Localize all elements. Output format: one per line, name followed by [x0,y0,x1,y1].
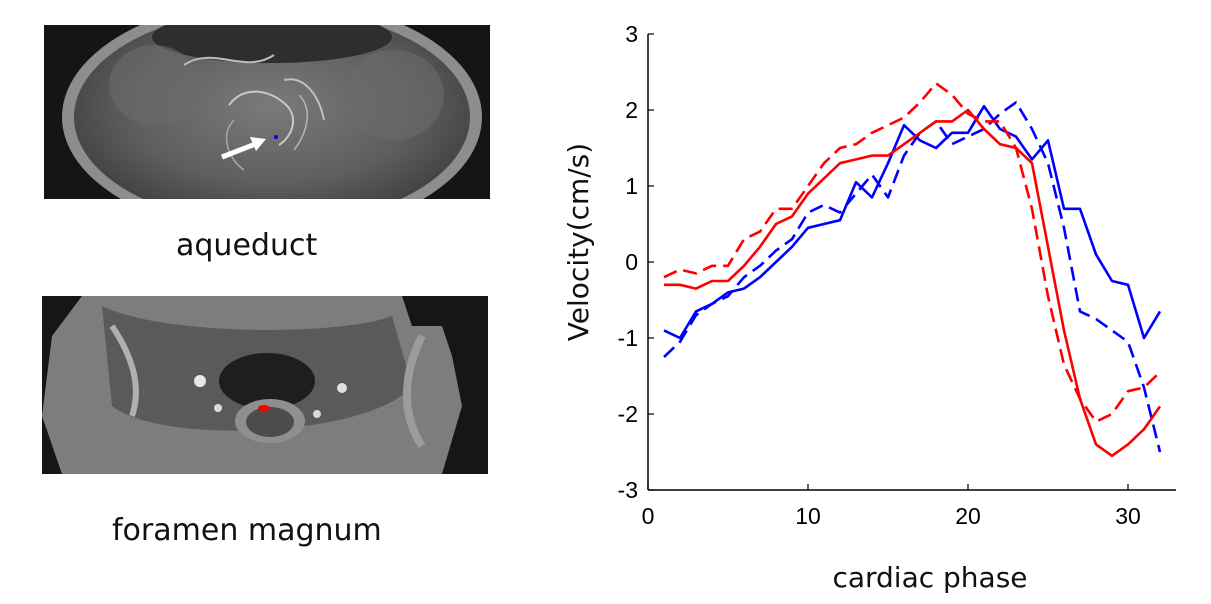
x-tick-label: 10 [795,503,821,529]
series-line-3 [664,108,1162,458]
aqueduct-mri-image [44,25,490,199]
foramen-roi-marker [258,405,270,411]
y-tick-label: 3 [625,21,638,47]
series-line-4 [663,82,1161,423]
foramen-magnum-mri-image [42,296,488,474]
y-tick-label: -1 [618,325,638,351]
series-line-1 [663,104,1162,340]
arrow-icon [221,140,259,160]
foramen-magnum-caption: foramen magnum [112,513,382,548]
y-tick-label: 0 [625,249,638,275]
aqueduct-caption: aqueduct [176,228,318,263]
series-group [663,82,1162,458]
y-tick-label: 1 [625,173,638,199]
x-tick-label: 20 [955,503,981,529]
x-tick-label: 0 [642,503,655,529]
y-tick-label: -3 [618,477,638,503]
aqueduct-roi-marker [274,135,278,139]
x-tick-label: 30 [1115,503,1141,529]
y-tick-label: 2 [625,97,638,123]
y-axis-label: Velocity(cm/s) [562,143,595,341]
x-axis-label: cardiac phase [832,561,1027,594]
series-line-2 [663,101,1162,453]
y-tick-label: -2 [618,401,638,427]
